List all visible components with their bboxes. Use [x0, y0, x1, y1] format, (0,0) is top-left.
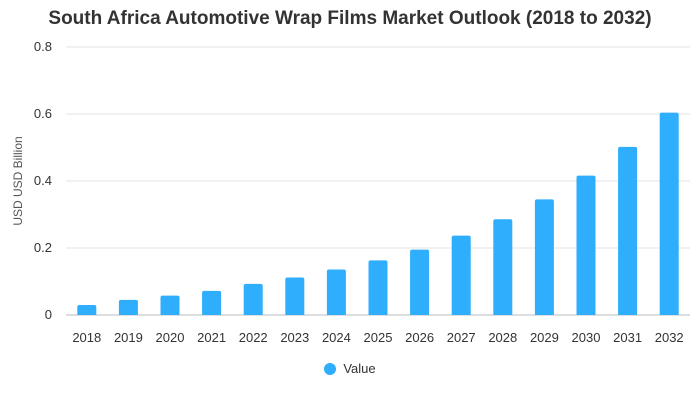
bar-2024	[326, 269, 346, 315]
x-tick-label: 2018	[72, 330, 101, 345]
chart-legend[interactable]: Value	[0, 361, 700, 376]
x-tick-label: 2019	[114, 330, 143, 345]
y-tick-label: 0	[45, 307, 52, 322]
y-tick-label: 0.4	[34, 173, 52, 188]
bar-2032	[659, 112, 679, 315]
x-tick-label: 2027	[447, 330, 476, 345]
y-tick-label: 0.6	[34, 106, 52, 121]
x-tick-label: 2031	[613, 330, 642, 345]
x-tick-label: 2023	[280, 330, 309, 345]
x-tick-label: 2021	[197, 330, 226, 345]
x-tick-label: 2029	[530, 330, 559, 345]
x-tick-label: 2026	[405, 330, 434, 345]
x-tick-label: 2032	[655, 330, 684, 345]
bar-2025	[368, 260, 388, 315]
bar-2031	[618, 146, 638, 315]
y-axis-label: USD USD Billion	[11, 136, 25, 225]
bar-2030	[576, 175, 596, 315]
bar-2028	[493, 219, 513, 315]
x-tick-label: 2020	[156, 330, 185, 345]
x-tick-label: 2028	[488, 330, 517, 345]
bar-2026	[410, 249, 430, 315]
legend-marker	[324, 362, 337, 375]
bar-2019	[118, 299, 138, 315]
bar-2022	[243, 283, 263, 315]
bar-2023	[285, 277, 305, 315]
y-tick-label: 0.8	[34, 39, 52, 54]
x-tick-label: 2024	[322, 330, 351, 345]
bar-2018	[77, 304, 97, 315]
x-tick-label: 2022	[239, 330, 268, 345]
bar-2020	[160, 295, 180, 315]
x-tick-label: 2025	[364, 330, 393, 345]
chart-title: South Africa Automotive Wrap Films Marke…	[48, 8, 652, 29]
x-tick-label: 2030	[572, 330, 601, 345]
bar-2021	[202, 290, 222, 315]
legend-label: Value	[343, 361, 376, 376]
y-tick-label: 0.2	[34, 240, 52, 255]
bar-2027	[451, 235, 471, 315]
bar-2029	[534, 199, 554, 315]
